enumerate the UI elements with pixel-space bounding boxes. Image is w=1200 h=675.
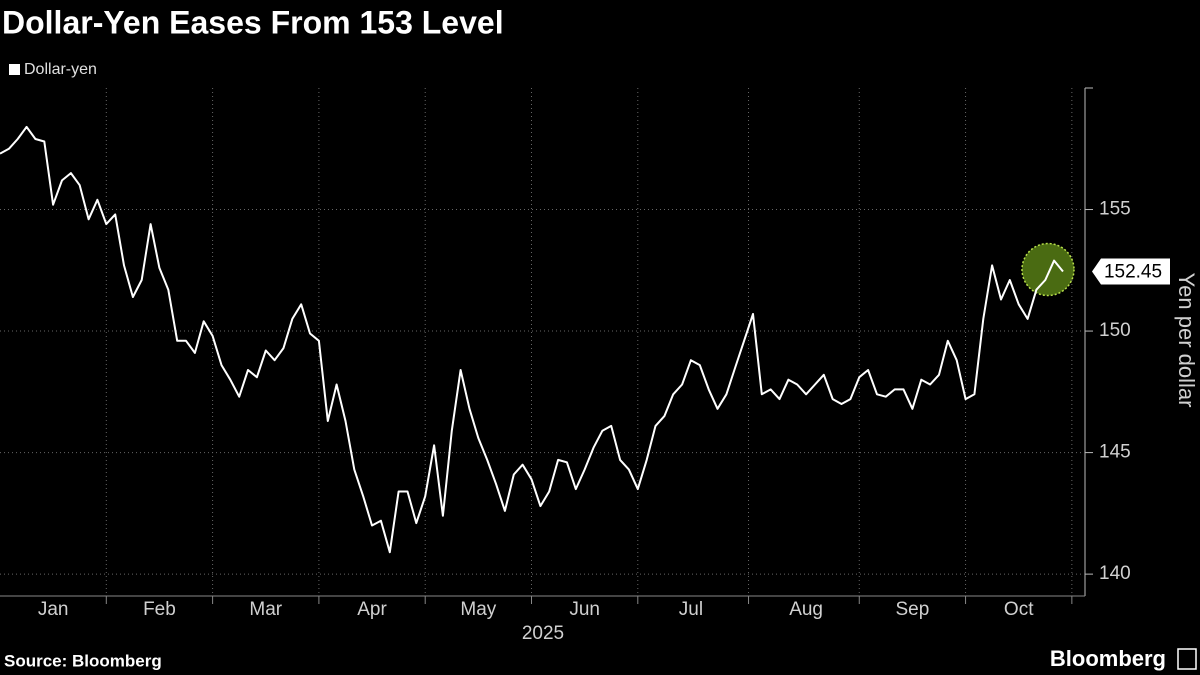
- last-value-box: [1092, 258, 1170, 285]
- x-tick-label: Sep: [896, 599, 930, 620]
- y-tick-label: 155: [1099, 199, 1131, 220]
- y-tick-label: 145: [1099, 442, 1131, 463]
- x-tick-label: Feb: [143, 599, 176, 620]
- x-axis-label: 2025: [522, 623, 564, 644]
- x-tick-label: Apr: [357, 599, 387, 620]
- legend-swatch: [9, 64, 20, 75]
- source: Source: Bloomberg: [4, 651, 162, 670]
- line: [0, 125, 1064, 554]
- chart-title: Dollar-Yen Eases From 153 Level: [2, 4, 504, 40]
- y-tick-label: 150: [1099, 320, 1131, 341]
- x-tick-label: Mar: [249, 599, 282, 620]
- x-tick-label: May: [460, 599, 496, 620]
- x-tick-label: Jul: [679, 599, 703, 620]
- legend-label: Dollar-yen: [24, 61, 97, 78]
- highlight: [1021, 242, 1075, 297]
- brand-icon: [1177, 648, 1197, 670]
- last-value-label: 152.45: [1104, 262, 1162, 283]
- y-axis-label: Yen per dollar: [1174, 273, 1199, 408]
- brand: Bloomberg: [1050, 646, 1166, 671]
- x-tick-label: Aug: [789, 599, 823, 620]
- x-tick-label: Jun: [569, 599, 600, 620]
- y-tick-label: 140: [1099, 563, 1131, 584]
- x-tick-label: Oct: [1004, 599, 1034, 620]
- x-tick-label: Jan: [38, 599, 69, 620]
